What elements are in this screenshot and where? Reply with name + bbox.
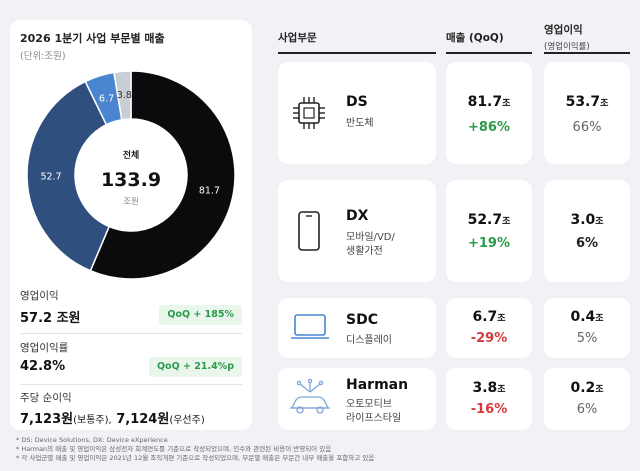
sales-value: 6.7조: [446, 309, 532, 325]
donut-hole: [76, 120, 186, 230]
sales-number: 52.7: [467, 212, 503, 228]
op-unit: 조: [595, 385, 604, 395]
sales-card-dx: 52.7조 +19%: [446, 180, 532, 282]
chip-icon: [293, 97, 325, 129]
donut-label-sdc: 6.7: [99, 93, 114, 104]
sales-qoq: -16%: [470, 402, 508, 417]
connected-car-icon: [290, 378, 330, 414]
segment-name: DS: [346, 94, 368, 110]
col-header-op-sub: (영업이익률): [544, 42, 590, 52]
operating-profit-qoq-badge: QoQ + 185%: [159, 305, 242, 325]
col-header-op: 영업이익 (영업이익률): [544, 22, 590, 52]
op-margin: 66%: [572, 120, 602, 135]
segment-name: Harman: [346, 377, 409, 393]
eps-value: 7,123원(보통주), 7,124원(우선주): [20, 408, 205, 427]
header-rule: [544, 52, 630, 54]
center-label: 전체: [123, 149, 140, 161]
segment-card-harman: Harman 오토모티브 라이프스타일: [278, 368, 436, 430]
sales-value: 81.7조: [446, 94, 532, 110]
segment-name: DX: [346, 208, 369, 224]
op-margin: 6%: [575, 236, 599, 251]
sales-unit: 조: [497, 385, 506, 395]
panel-title: 2026 1분기 사업 부문별 매출: [20, 32, 165, 45]
sales-value: 52.7조: [446, 212, 532, 228]
op-unit: 조: [595, 217, 604, 227]
header-rule: [278, 52, 436, 54]
eps-common: 7,123원: [20, 412, 74, 427]
op-value: 53.7조: [544, 94, 630, 110]
segment-card-sdc: SDC 디스플레이: [278, 298, 436, 358]
footnote: * DS: Device Solutions, DX: Device eXper…: [16, 436, 168, 444]
sales-unit: 조: [497, 314, 506, 324]
donut-slice-dx: [26, 80, 111, 272]
donut-slice-ds: [89, 70, 236, 280]
display-icon: [291, 314, 329, 339]
op-number: 0.2: [570, 380, 596, 396]
footnote: * 각 사업군별 매출 및 영업이익은 2021년 12월 조직개편 기준으로 …: [16, 453, 375, 462]
unit-note: (단위:조원): [20, 51, 66, 62]
footnote: * Harman의 매출 및 영업이익은 삼성전자 회계연도를 기준으로 작성되…: [16, 444, 332, 453]
col-header-segment: 사업부문: [278, 32, 317, 44]
operating-margin-value: 42.8%: [20, 359, 66, 374]
smartphone-icon: [298, 211, 320, 251]
op-margin: 6%: [576, 402, 598, 417]
operating-profit-label: 영업이익: [20, 290, 59, 302]
op-number: 53.7: [565, 94, 601, 110]
sales-card-harman: 3.8조 -16%: [446, 368, 532, 430]
sales-number: 3.8: [472, 380, 498, 396]
center-total-value: 133.9: [101, 169, 161, 191]
segment-name: SDC: [346, 312, 378, 328]
sales-card-sdc: 6.7조 -29%: [446, 298, 532, 358]
op-value: 0.2조: [544, 380, 630, 396]
op-card-sdc: 0.4조 5%: [544, 298, 630, 358]
segment-desc: 모바일/VD/ 생활가전: [346, 232, 395, 257]
operating-profit-value: 57.2 조원: [20, 311, 81, 326]
sales-number: 81.7: [467, 94, 503, 110]
sales-summary-panel: 2026 1분기 사업 부문별 매출 (단위:조원) 81.7 52.7 6.7 3.…: [10, 20, 252, 430]
sales-donut-chart: 81.7 52.7 6.7 3.8 전체 133.9 조원: [26, 70, 236, 280]
operating-margin-label: 영업이익률: [20, 342, 69, 354]
op-unit: 조: [595, 314, 604, 324]
sales-number: 6.7: [472, 309, 498, 325]
segment-desc: 반도체: [346, 118, 374, 129]
col-header-op-label: 영업이익: [544, 24, 583, 36]
center-unit: 조원: [123, 197, 139, 207]
donut-label-ds: 81.7: [199, 185, 220, 196]
op-card-ds: 53.7조 66%: [544, 62, 630, 164]
eps-label: 주당 순이익: [20, 392, 72, 404]
op-card-harman: 0.2조 6%: [544, 368, 630, 430]
eps-preferred-suffix: (우선주): [169, 415, 205, 426]
donut-slice-harman: [113, 70, 132, 121]
sales-value: 3.8조: [446, 380, 532, 396]
op-number: 0.4: [570, 309, 596, 325]
op-margin: 5%: [576, 331, 598, 346]
eps-preferred: 7,124원: [116, 412, 170, 427]
donut-label-dx: 52.7: [40, 172, 61, 183]
divider: [20, 333, 242, 334]
segment-desc: 디스플레이: [346, 335, 392, 346]
sales-qoq: +86%: [467, 120, 510, 135]
segment-card-dx: DX 모바일/VD/ 생활가전: [278, 180, 436, 282]
operating-margin-qoq-badge: QoQ + 21.4%p: [148, 357, 242, 377]
op-unit: 조: [600, 99, 609, 109]
op-card-dx: 3.0조 6%: [544, 180, 630, 282]
divider: [20, 384, 242, 385]
sales-unit: 조: [502, 217, 511, 227]
segment-desc: 오토모티브 라이프스타일: [346, 399, 402, 424]
footnotes: * DS: Device Solutions, DX: Device eXper…: [16, 436, 626, 462]
eps-common-suffix: (보통주),: [73, 415, 112, 426]
op-value: 3.0조: [544, 212, 630, 228]
donut-label-harman: 3.8: [117, 90, 132, 101]
header-rule: [446, 52, 532, 54]
sales-qoq: +19%: [467, 236, 510, 251]
segment-card-ds: DS 반도체: [278, 62, 436, 164]
op-value: 0.4조: [544, 309, 630, 325]
op-number: 3.0: [570, 212, 596, 228]
sales-qoq: -29%: [470, 331, 508, 346]
sales-card-ds: 81.7조 +86%: [446, 62, 532, 164]
sales-unit: 조: [502, 99, 511, 109]
col-header-sales: 매출 (QoQ): [446, 32, 504, 44]
